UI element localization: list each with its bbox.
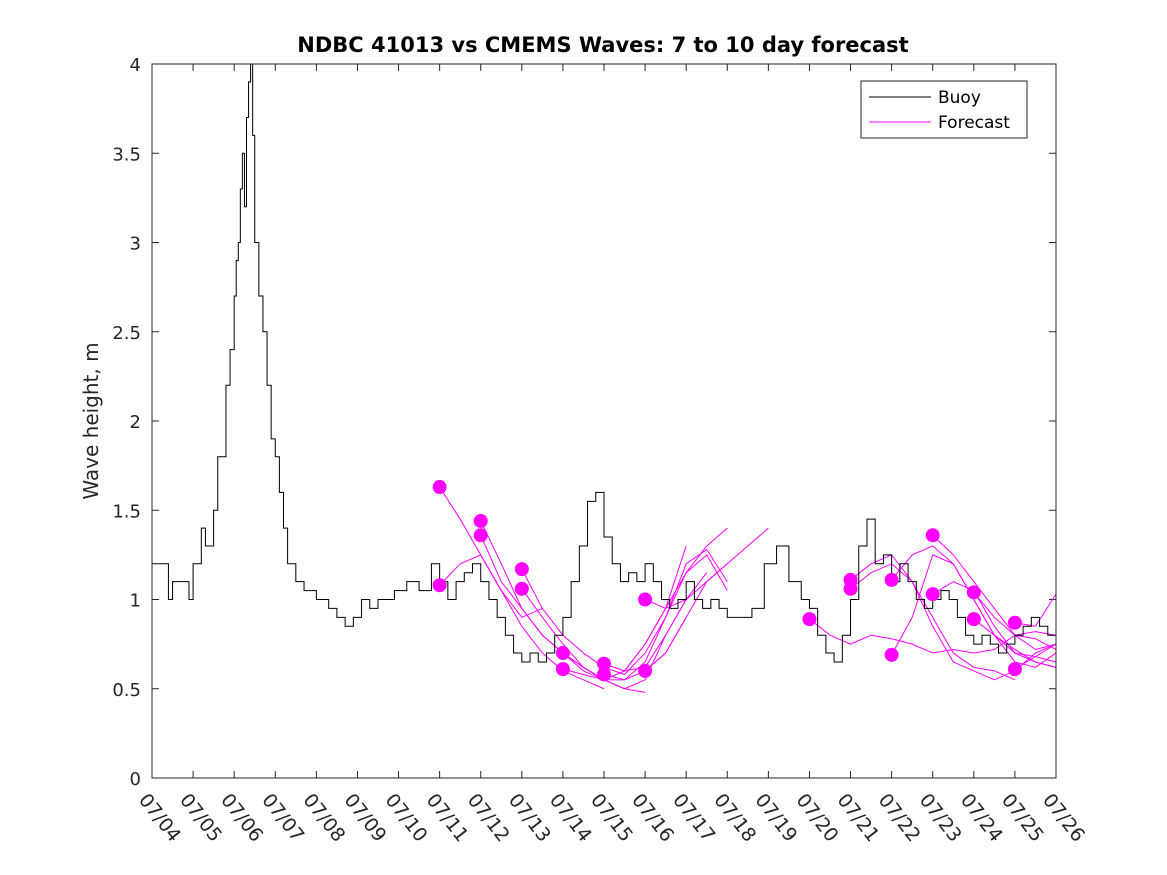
x-tick-label: 07/11 xyxy=(422,790,473,847)
y-tick-label: 1.5 xyxy=(112,501,141,522)
x-tick-label: 07/12 xyxy=(463,790,514,847)
x-tick-label: 07/08 xyxy=(298,790,349,847)
x-tick-label: 07/07 xyxy=(257,790,308,847)
y-tick-label: 2 xyxy=(130,412,141,433)
axes-box xyxy=(151,63,1057,779)
y-tick-label: 3 xyxy=(130,234,141,255)
forecast-line xyxy=(439,554,543,618)
x-tick-label: 07/26 xyxy=(1038,790,1089,847)
y-tick-label: 0 xyxy=(130,769,141,790)
forecast-marker xyxy=(597,656,611,671)
forecast-marker xyxy=(514,581,529,596)
forecast-marker xyxy=(843,581,858,596)
forecast-line xyxy=(850,563,1016,681)
forecast-marker xyxy=(555,646,570,661)
y-tick-label: 2.5 xyxy=(112,323,141,344)
forecast-line xyxy=(932,534,1057,650)
series-layer xyxy=(152,63,1057,693)
x-tick-label: 07/25 xyxy=(997,790,1048,847)
forecast-marker xyxy=(514,562,529,577)
chart-title: NDBC 41013 vs CMEMS Waves: 7 to 10 day f… xyxy=(297,33,908,57)
forecast-line xyxy=(973,618,1057,668)
forecast-line xyxy=(1014,643,1057,670)
forecast-marker xyxy=(432,480,447,495)
x-tick-label: 07/20 xyxy=(792,790,843,847)
x-tick-label: 07/06 xyxy=(216,790,267,847)
forecast-marker xyxy=(597,667,611,682)
x-tick-label: 07/15 xyxy=(586,790,637,847)
x-tick-label: 07/22 xyxy=(874,790,925,847)
x-tick-label: 07/13 xyxy=(504,790,555,847)
forecast-marker xyxy=(555,662,570,677)
forecast-marker xyxy=(884,572,899,587)
forecast-marker xyxy=(473,528,488,543)
forecast-line xyxy=(562,549,728,681)
x-tick-label: 07/24 xyxy=(956,790,1007,847)
forecast-line xyxy=(521,527,728,675)
forecast-marker xyxy=(925,528,940,543)
x-tick-label: 07/09 xyxy=(340,790,391,847)
forecast-marker xyxy=(925,587,940,602)
forecast-marker xyxy=(966,585,981,600)
y-tick-label: 1 xyxy=(130,591,141,612)
forecast-marker xyxy=(432,578,447,593)
forecast-marker xyxy=(638,592,653,607)
forecast-marker xyxy=(473,513,488,528)
legend-buoy-label: Buoy xyxy=(938,88,981,108)
forecast-line xyxy=(562,554,728,681)
y-tick-label: 0.5 xyxy=(112,680,141,701)
legend-forecast-label: Forecast xyxy=(938,113,1010,133)
x-tick-label: 07/10 xyxy=(381,790,432,847)
forecast-line xyxy=(439,486,605,690)
forecast-line xyxy=(891,554,1057,668)
forecast-marker xyxy=(638,663,653,678)
y-tick-label: 4 xyxy=(130,55,141,76)
x-tick-label: 07/05 xyxy=(175,790,226,847)
x-tick-label: 07/17 xyxy=(668,790,719,847)
x-tick-label: 07/19 xyxy=(750,790,801,847)
legend[interactable]: Buoy Forecast xyxy=(860,80,1028,139)
forecast-line xyxy=(644,563,728,672)
forecast-marker xyxy=(1007,615,1022,630)
x-tick-label: 07/23 xyxy=(915,790,966,847)
y-axis: 0 0.5 1 1.5 2 2.5 3 3.5 4 xyxy=(112,55,1056,790)
x-tick-label: 07/14 xyxy=(545,790,596,847)
legend-box xyxy=(860,80,1028,139)
x-tick-label: 07/18 xyxy=(709,790,760,847)
forecast-marker xyxy=(966,612,981,627)
forecast-marker xyxy=(884,647,899,662)
x-tick-label: 07/21 xyxy=(833,790,884,847)
y-axis-label: Wave height, m xyxy=(79,342,103,499)
x-tick-label: 07/04 xyxy=(134,790,185,847)
forecast-line xyxy=(603,572,708,672)
forecast-marker xyxy=(1007,662,1022,677)
forecast-marker xyxy=(802,612,817,627)
y-tick-label: 3.5 xyxy=(112,144,141,165)
x-tick-label: 07/16 xyxy=(627,790,678,847)
